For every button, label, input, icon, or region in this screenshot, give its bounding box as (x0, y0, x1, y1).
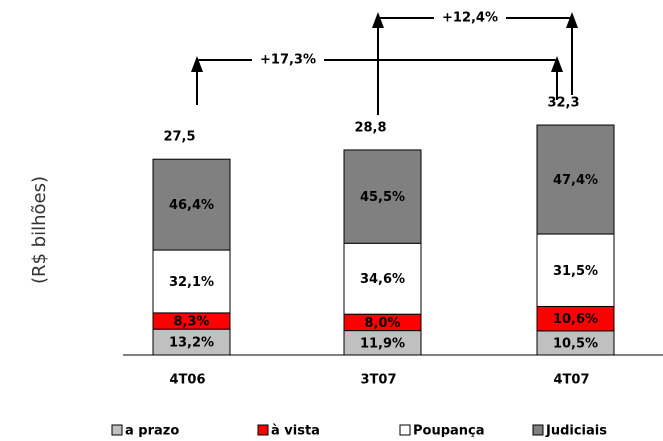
arrowhead (372, 12, 384, 28)
segment-label: 13,2% (169, 336, 214, 351)
total-label: 32,3 (547, 96, 579, 111)
bar-segment (536, 330, 615, 356)
segment-label: 8,3% (173, 315, 209, 330)
bar-segment (536, 233, 615, 307)
bar-segment (152, 158, 231, 251)
segment-label: 46,4% (169, 198, 214, 213)
segment-label: 10,6% (553, 312, 598, 327)
segment-label: 32,1% (169, 275, 214, 290)
segment-label: 10,5% (553, 336, 598, 351)
annotation: +17,3% (260, 53, 316, 68)
legend-label: Poupança (413, 424, 485, 438)
arrow-line (377, 17, 573, 115)
legend-swatch (257, 424, 269, 436)
arrowhead (566, 12, 578, 28)
x-tick-label: 4T06 (169, 373, 205, 388)
segment-label: 31,5% (553, 264, 598, 279)
legend-swatch (532, 424, 544, 436)
legend-label: a prazo (125, 424, 179, 438)
segment-label: 45,5% (360, 190, 405, 205)
annotation: +12,4% (442, 11, 498, 26)
legend-label: à vista (271, 424, 320, 438)
y-axis-label: (R$ bilhões) (29, 176, 50, 284)
arrowheads (191, 12, 578, 72)
arrowhead (551, 56, 563, 72)
x-tick-label: 3T07 (360, 373, 396, 388)
legend-swatch (111, 424, 123, 436)
segment-label: 8,0% (364, 316, 400, 331)
arrowhead (191, 56, 203, 72)
bar-segment (536, 124, 615, 235)
total-label: 28,8 (354, 120, 386, 135)
total-label: 27,5 (163, 130, 195, 145)
legend-label: Judiciais (545, 424, 607, 438)
segment-label: 11,9% (360, 336, 405, 351)
segment-label: 47,4% (553, 173, 598, 188)
bar-segment (536, 305, 615, 332)
segment-label: 34,6% (360, 272, 405, 287)
legend-swatch (399, 424, 411, 436)
x-tick-label: 4T07 (553, 373, 589, 388)
annotation-bg (434, 9, 506, 27)
bar-segment (343, 149, 422, 244)
annotation-bg (252, 51, 324, 69)
